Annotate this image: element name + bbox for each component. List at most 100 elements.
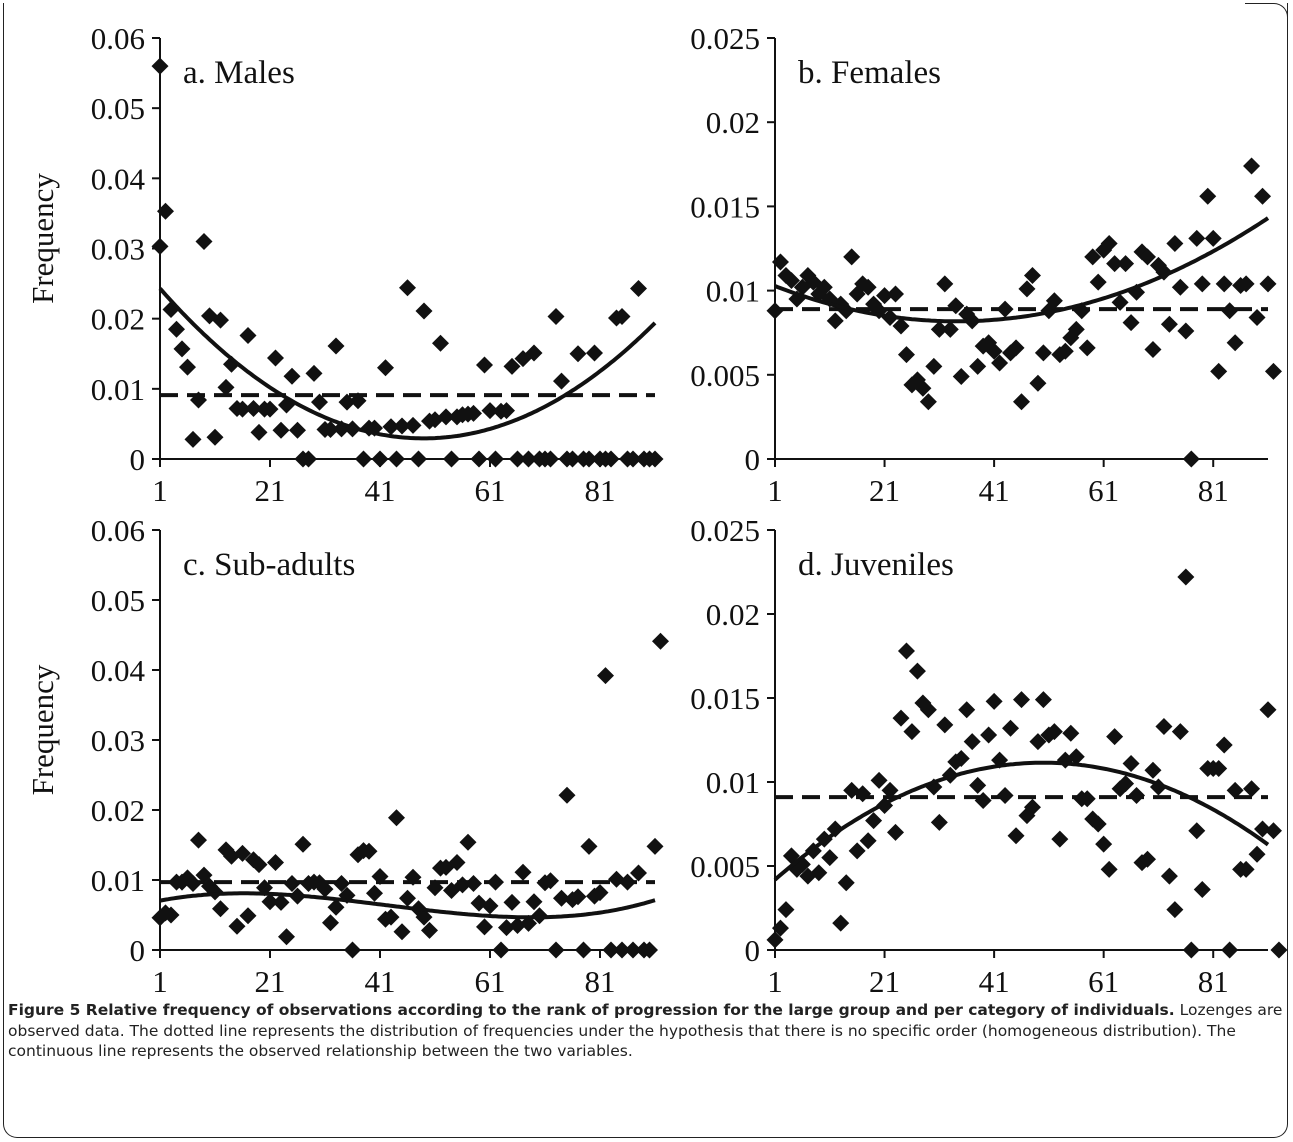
observation-point [217,378,235,396]
observation-point [212,900,229,918]
observation-point [832,914,850,932]
observation-point [963,733,981,751]
observation-point [245,399,262,417]
observation-point [1243,157,1261,175]
observation-point [1171,278,1189,296]
observation-point [525,344,543,362]
observation-point [355,450,372,468]
observation-point [283,367,301,385]
observation-point [311,393,328,411]
observation-point [1160,867,1178,885]
observation-point [289,421,306,439]
panel-label: b. Females [798,55,941,91]
observation-point [399,279,416,297]
observation-point [1237,275,1255,293]
observation-point [509,917,526,934]
y-tick-label: 0.01 [91,863,145,898]
x-tick-label: 61 [1088,964,1119,999]
y-tick-label: 0.005 [690,358,760,393]
observation-point [919,701,937,719]
observation-point [487,873,504,891]
observation-point [476,918,493,936]
observation-point [854,785,872,803]
x-tick-label: 41 [365,964,396,999]
observation-point [887,823,905,841]
observation-point [1045,292,1063,310]
observation-point [228,917,246,935]
observation-point [1095,835,1113,853]
observation-point [151,57,169,75]
observation-point [892,317,910,335]
observation-point [580,450,598,468]
observation-point [542,450,559,468]
caption-title-end: . [1168,1001,1175,1019]
x-tick-label: 81 [585,473,616,508]
observation-point [498,402,515,420]
observation-point [481,897,499,915]
observation-point [465,404,482,422]
observation-point [261,893,279,911]
x-tick-label: 61 [475,964,506,999]
observation-point [897,642,915,660]
observation-point [1106,255,1124,273]
observation-point [597,667,614,685]
observation-point [382,908,400,926]
panel-label: c. Sub-adults [183,547,355,583]
observation-point [1138,248,1156,266]
observation-point [305,364,323,382]
observation-point [843,248,861,266]
x-tick-label: 81 [1198,964,1229,999]
observation-point [267,854,284,871]
observation-point [1199,187,1217,205]
observation-point [366,884,383,902]
observation-point [985,692,1003,710]
observation-point [876,287,894,305]
observation-point [1259,701,1277,719]
observation-point [443,450,460,468]
observation-point [470,450,488,468]
observation-point [360,842,378,860]
observation-point [613,308,631,326]
observation-point [859,278,877,296]
observation-point [151,237,169,255]
observation-point [1193,275,1211,293]
observation-point [1029,733,1047,751]
observation-point [1155,718,1173,736]
observation-point [1034,344,1052,362]
observation-point [250,423,268,441]
observation-point [503,357,521,375]
observation-point [190,391,207,409]
observation-point [184,875,202,892]
observation-point [870,771,888,789]
observation-point [1051,830,1069,848]
observation-point [1226,334,1244,352]
observation-point [1023,266,1041,284]
observation-point [1177,568,1195,586]
observation-point [821,849,839,867]
observation-point [1117,255,1135,273]
observation-point [771,253,789,271]
x-tick-label: 1 [767,473,783,508]
observation-point [591,884,609,902]
observation-point [1117,775,1135,793]
observation-point [272,893,290,911]
observation-point [553,372,570,390]
observation-point [969,357,987,375]
observation-point [234,400,251,418]
observation-point [1013,393,1030,411]
observation-point [509,450,526,468]
x-tick-label: 21 [255,473,286,508]
y-tick-label: 0.04 [91,161,146,196]
observation-point [766,931,784,949]
observation-point [1215,736,1233,754]
observation-point [941,320,959,338]
y-tick-label: 0.02 [91,302,145,337]
figure-frame [3,3,1288,1138]
observation-point [652,632,669,650]
observation-point [404,416,422,434]
observation-point [815,278,833,296]
observation-point [1034,691,1052,709]
observation-point [300,450,317,468]
observation-point [771,919,789,937]
observation-point [930,320,948,338]
